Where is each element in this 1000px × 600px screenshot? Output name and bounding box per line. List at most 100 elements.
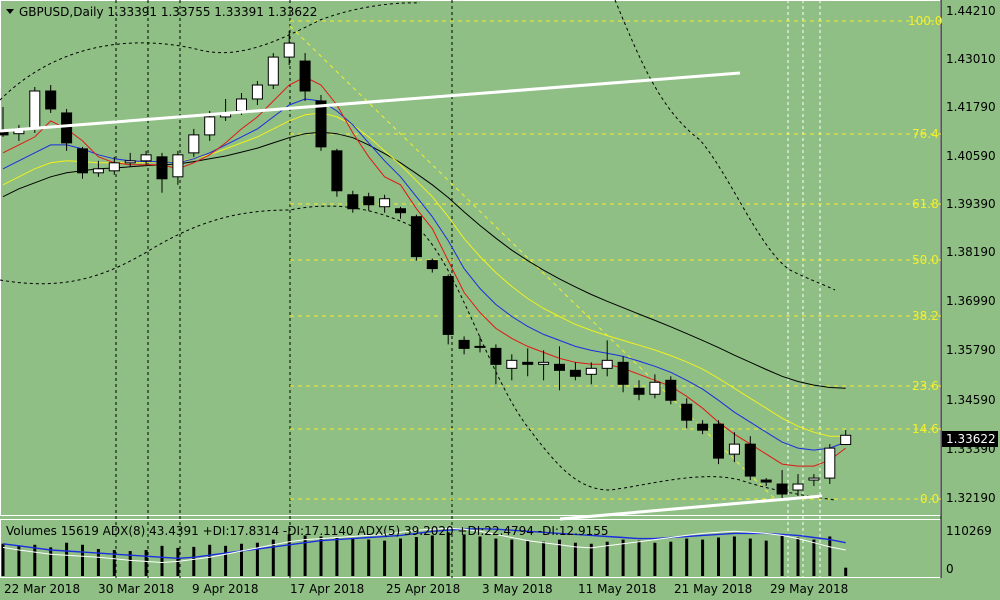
candle-body: [172, 154, 184, 178]
current-price-label: 1.33622: [946, 432, 996, 446]
bollinger-upper: [0, 0, 836, 291]
time-label: 17 Apr 2018: [290, 582, 364, 596]
time-label: 30 Mar 2018: [98, 582, 174, 596]
symbol-info: GBPUSD,Daily 1.33391 1.33755 1.33391 1.3…: [19, 5, 317, 19]
candle-body: [697, 423, 709, 431]
ma-mid-line: [2, 98, 846, 451]
trend-line-upper: [0, 71, 741, 133]
candle-body: [395, 208, 406, 214]
fib-level-label: 14.6: [912, 422, 939, 436]
time-axis: 22 Mar 2018 30 Mar 2018 9 Apr 2018 17 Ap…: [4, 582, 848, 596]
price-label: 1.39390: [946, 197, 996, 211]
time-label: 11 May 2018: [578, 582, 656, 596]
candles: [0, 30, 852, 499]
ma-slow-line: [2, 112, 846, 437]
candle-body: [410, 216, 422, 258]
volume-bars: [1, 532, 848, 576]
candle-body: [585, 367, 597, 375]
candle-body: [713, 423, 724, 459]
candle-body: [331, 150, 343, 192]
candle-body: [92, 168, 104, 174]
candle-body: [442, 276, 454, 335]
candle-body: [649, 381, 661, 395]
candle-body: [760, 479, 772, 483]
candle-body: [681, 403, 693, 421]
price-label: 1.38190: [946, 245, 996, 259]
candle-body: [824, 447, 836, 479]
price-label: 1.41790: [946, 100, 996, 114]
ma-long-line: [2, 131, 846, 389]
candle-body: [474, 345, 486, 348]
candle-body: [347, 194, 359, 210]
fibonacci-labels: 100.0 76.4 61.8 50.0 38.2 23.6 14.6 0.0: [908, 14, 942, 506]
candle-body: [77, 148, 88, 174]
candle-body: [744, 443, 756, 477]
candle-body: [776, 483, 788, 495]
price-label: 1.40590: [946, 149, 996, 163]
ma-fast-line: [2, 76, 847, 467]
fib-level-label: 0.0: [920, 492, 939, 506]
time-label: 29 May 2018: [770, 582, 848, 596]
bollinger-lower: [0, 205, 836, 501]
triangle-down-icon[interactable]: [6, 9, 14, 14]
candle-body: [283, 42, 295, 58]
candle-body: [728, 443, 740, 455]
fib-trend-line: [289, 25, 776, 500]
candle-body: [379, 198, 391, 208]
indicator-info: Volumes 15619 ADX(8) 43.4391 +DI:17.8314…: [6, 524, 609, 538]
price-label: 1.32190: [946, 491, 996, 505]
price-label: 1.35790: [946, 343, 996, 357]
adx5-line: [2, 527, 846, 564]
current-price-tag: [942, 431, 998, 447]
candle-body: [569, 369, 581, 377]
candle-body: [108, 162, 120, 172]
price-axis: 1.44210 1.43010 1.41790 1.40590 1.39390 …: [946, 4, 996, 505]
candle-body: [124, 160, 136, 164]
candle-body: [458, 339, 470, 349]
fib-level-label: 23.6: [912, 379, 939, 393]
fib-level-label: 50.0: [912, 253, 939, 267]
candle-body: [363, 196, 375, 206]
price-label: 1.34590: [946, 393, 996, 407]
candle-body: [617, 361, 629, 385]
candle-body: [204, 116, 216, 136]
candle-body: [808, 477, 820, 481]
fib-level-label: 38.2: [912, 309, 939, 323]
candle-body: [554, 363, 565, 371]
candle-body: [490, 347, 502, 365]
candle-body: [633, 387, 645, 395]
price-label: 1.36990: [946, 294, 996, 308]
candle-body: [665, 379, 677, 401]
time-label: 9 Apr 2018: [192, 582, 259, 596]
candle-body: [426, 260, 438, 270]
candle-body: [61, 112, 73, 144]
candle-body: [601, 359, 613, 369]
time-label: 3 May 2018: [482, 582, 553, 596]
sub-axis-label: 110269: [946, 524, 992, 538]
candle-body: [299, 60, 311, 92]
fib-level-label: 76.4: [912, 127, 939, 141]
candle-body: [45, 90, 57, 110]
price-label: 1.43010: [946, 52, 996, 66]
candle-body: [522, 361, 534, 365]
candle-body: [251, 84, 263, 100]
time-label: 22 Mar 2018: [4, 582, 80, 596]
candle-body: [267, 56, 279, 86]
candle-body: [140, 154, 152, 162]
candle-body: [840, 434, 852, 446]
candle-body: [506, 359, 518, 369]
sub-axis-label: 0: [946, 562, 954, 576]
candle-body: [538, 361, 550, 365]
candle-body: [156, 156, 168, 180]
candle-body: [315, 100, 327, 148]
candle-body: [792, 483, 804, 491]
fib-level-label: 100.0: [908, 14, 942, 28]
trend-line-lower: [559, 494, 823, 521]
fib-level-label: 61.8: [912, 197, 939, 211]
time-label: 21 May 2018: [674, 582, 752, 596]
time-label: 25 Apr 2018: [386, 582, 460, 596]
adx8-line: [2, 527, 846, 560]
